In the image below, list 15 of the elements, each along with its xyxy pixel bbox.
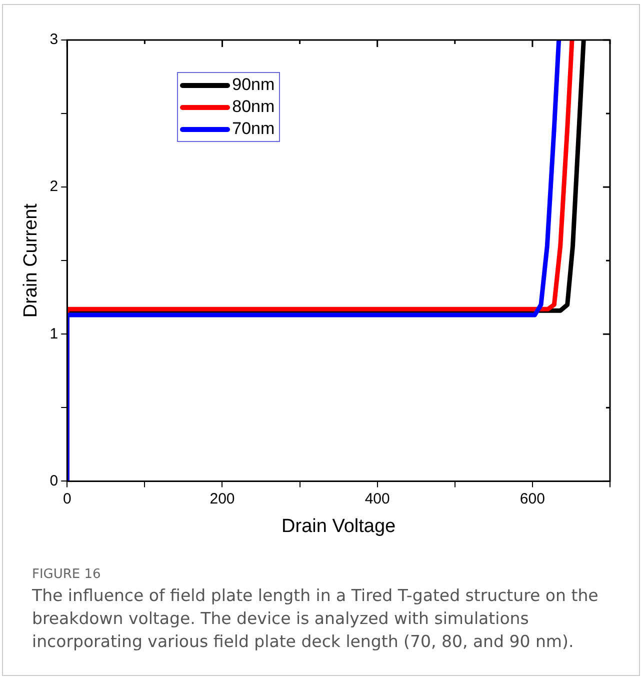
y-tick-label: 2	[50, 178, 58, 196]
x-axis-title: Drain Voltage	[282, 516, 396, 537]
legend-label: 80nm	[232, 96, 275, 118]
x-tick-label: 0	[62, 490, 72, 508]
x-tick-label: 400	[364, 490, 390, 508]
legend-label: 90nm	[232, 74, 275, 96]
x-tick-label: 600	[520, 490, 545, 508]
y-tick-label: 0	[50, 472, 58, 490]
x-tick-label: 200	[210, 490, 235, 508]
y-tick-label: 1	[50, 325, 58, 342]
y-tick-label: 3	[50, 31, 58, 48]
legend-label: 70nm	[232, 118, 275, 140]
text: The influence of field plate length in a Tired T-gated structure on the breakdown voltage. The device is analyzed with simulations incorporating various field plate deck length (70, 80, and 90 nm).	[32, 585, 600, 653]
y-axis-title: Drain Current	[20, 202, 42, 318]
caption: FIGURE 16	[32, 566, 102, 584]
